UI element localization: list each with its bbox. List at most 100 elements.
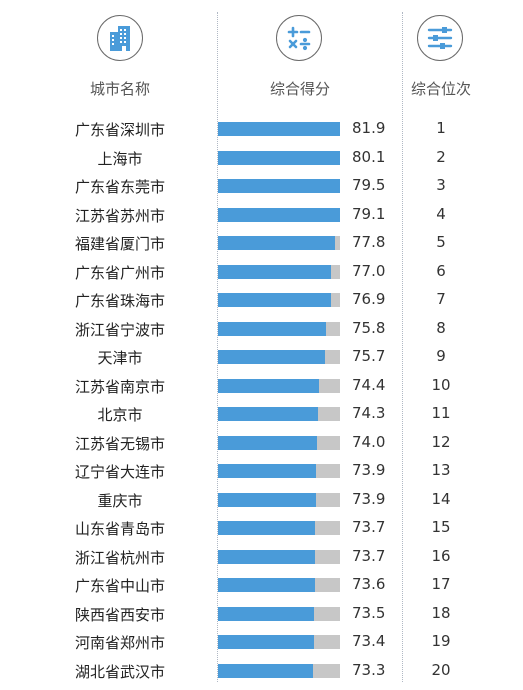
score-label: 79.1 [352, 204, 386, 223]
city-label: 北京市 [97, 406, 143, 424]
bar [218, 407, 319, 421]
bar-track [218, 179, 340, 193]
score-label: 73.7 [352, 518, 386, 536]
divider-right [402, 12, 403, 682]
score-label: 81.9 [352, 119, 386, 137]
bar [218, 464, 317, 478]
bar-track [218, 236, 340, 250]
city-label: 广东省东莞市 [74, 178, 166, 196]
bar [218, 521, 316, 535]
score-label: 79.5 [352, 176, 386, 194]
city-label: 广东省中山市 [74, 577, 166, 595]
city-label: 浙江省宁波市 [74, 320, 166, 339]
score-label: 77.8 [352, 233, 386, 251]
city-label: 浙江省杭州市 [74, 548, 166, 567]
bar [218, 207, 340, 222]
score-label: 74.4 [352, 375, 386, 394]
rank-label: 20 [431, 660, 451, 679]
rank-label: 7 [436, 290, 446, 308]
rank-label: 2 [436, 147, 446, 166]
rank-label: 6 [436, 261, 446, 280]
city-label: 陕西省西安市 [74, 605, 166, 624]
rank-label: 8 [436, 318, 446, 337]
rank-label: 14 [431, 489, 451, 508]
bar [218, 635, 314, 649]
buildings-icon [97, 15, 143, 61]
rank-label: 5 [436, 233, 446, 251]
bar [218, 435, 317, 450]
bar-track [218, 663, 340, 678]
bar-track [218, 521, 340, 535]
city-label: 广东省珠海市 [74, 292, 166, 310]
bar-track [218, 293, 340, 307]
bar-track [218, 150, 340, 165]
bar-track [218, 435, 340, 450]
bar-track [218, 207, 340, 222]
bar [218, 578, 315, 592]
score-label: 73.6 [352, 575, 386, 593]
rank-label: 1 [436, 119, 446, 137]
score-label: 74.0 [352, 432, 386, 451]
city-label: 辽宁省大连市 [74, 463, 166, 481]
bar [218, 236, 336, 250]
city-label: 福建省厦门市 [74, 235, 166, 253]
rank-label: 10 [431, 375, 451, 394]
bar [218, 378, 319, 393]
bar [218, 150, 340, 165]
rank-label: 13 [431, 461, 451, 479]
city-label: 湖北省武汉市 [74, 662, 166, 681]
city-label: 山东省青岛市 [74, 520, 166, 538]
rank-label: 18 [431, 603, 451, 622]
bar [218, 350, 326, 364]
bar-track [218, 350, 340, 364]
score-label: 73.9 [352, 489, 386, 508]
bar [218, 492, 317, 507]
bar [218, 293, 331, 307]
header-rank: 综合位次 [410, 80, 472, 98]
city-label: 重庆市 [97, 491, 143, 510]
bar [218, 122, 340, 136]
score-label: 77.0 [352, 261, 386, 280]
rank-label: 12 [431, 432, 451, 451]
city-label: 广东省深圳市 [74, 121, 166, 139]
header-score: 综合得分 [269, 80, 331, 98]
score-label: 76.9 [352, 290, 386, 308]
score-label: 73.9 [352, 461, 386, 479]
bar-track [218, 122, 340, 136]
sliders-icon [417, 15, 463, 61]
score-label: 75.8 [352, 318, 386, 337]
bar-track [218, 407, 340, 421]
score-label: 75.7 [352, 347, 386, 365]
rank-label: 9 [436, 347, 446, 365]
divider-left [217, 12, 218, 682]
bar-track [218, 578, 340, 592]
rank-label: 3 [436, 176, 446, 194]
bar-track [218, 464, 340, 478]
bar-track [218, 378, 340, 393]
city-label: 江苏省无锡市 [74, 434, 166, 453]
bar-track [218, 635, 340, 649]
score-label: 73.4 [352, 632, 386, 650]
bar [218, 321, 326, 336]
score-label: 80.1 [352, 147, 386, 166]
bar-track [218, 264, 340, 279]
score-label: 74.3 [352, 404, 386, 422]
bar [218, 179, 340, 193]
score-label: 73.7 [352, 546, 386, 565]
bar [218, 264, 332, 279]
score-label: 73.3 [352, 660, 386, 679]
bar-track [218, 492, 340, 507]
rank-label: 15 [431, 518, 451, 536]
bar [218, 549, 316, 564]
header-city: 城市名称 [89, 80, 151, 98]
city-label: 河南省郑州市 [74, 634, 166, 652]
bar-track [218, 549, 340, 564]
rank-label: 4 [436, 204, 446, 223]
bar [218, 606, 315, 621]
bar-track [218, 606, 340, 621]
rank-label: 11 [431, 404, 451, 422]
city-label: 天津市 [97, 349, 143, 367]
city-label: 上海市 [97, 149, 143, 168]
city-label: 江苏省南京市 [74, 377, 166, 396]
